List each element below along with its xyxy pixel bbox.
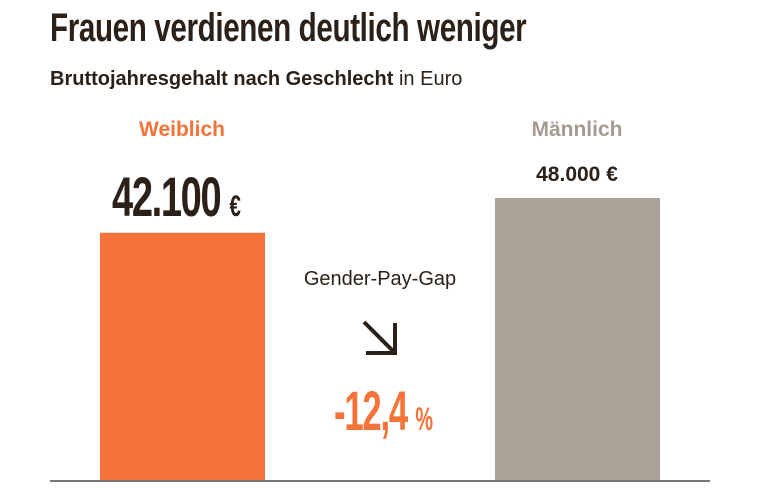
bar-weiblich xyxy=(100,232,265,481)
bar-maennlich xyxy=(495,198,660,481)
category-label-maennlich: Männlich xyxy=(531,118,623,141)
subtitle-main: Bruttojahresgehalt nach Geschlecht xyxy=(50,68,394,90)
subtitle-unit: in Euro xyxy=(398,68,463,90)
arrow-down-right-icon xyxy=(362,320,397,355)
value-label-weiblich: 42.100 € xyxy=(112,165,241,228)
gap-label: Gender-Pay-Gap xyxy=(303,268,457,290)
gap-value: -12,4 % xyxy=(334,379,433,442)
value-label-maennlich: 48.000 € xyxy=(536,163,618,186)
chart-title: Frauen verdienen deutlich weniger xyxy=(50,6,527,50)
category-label-weiblich: Weiblich xyxy=(139,118,225,141)
chart-subtitle: Bruttojahresgehalt nach Geschlecht in Eu… xyxy=(50,68,462,91)
